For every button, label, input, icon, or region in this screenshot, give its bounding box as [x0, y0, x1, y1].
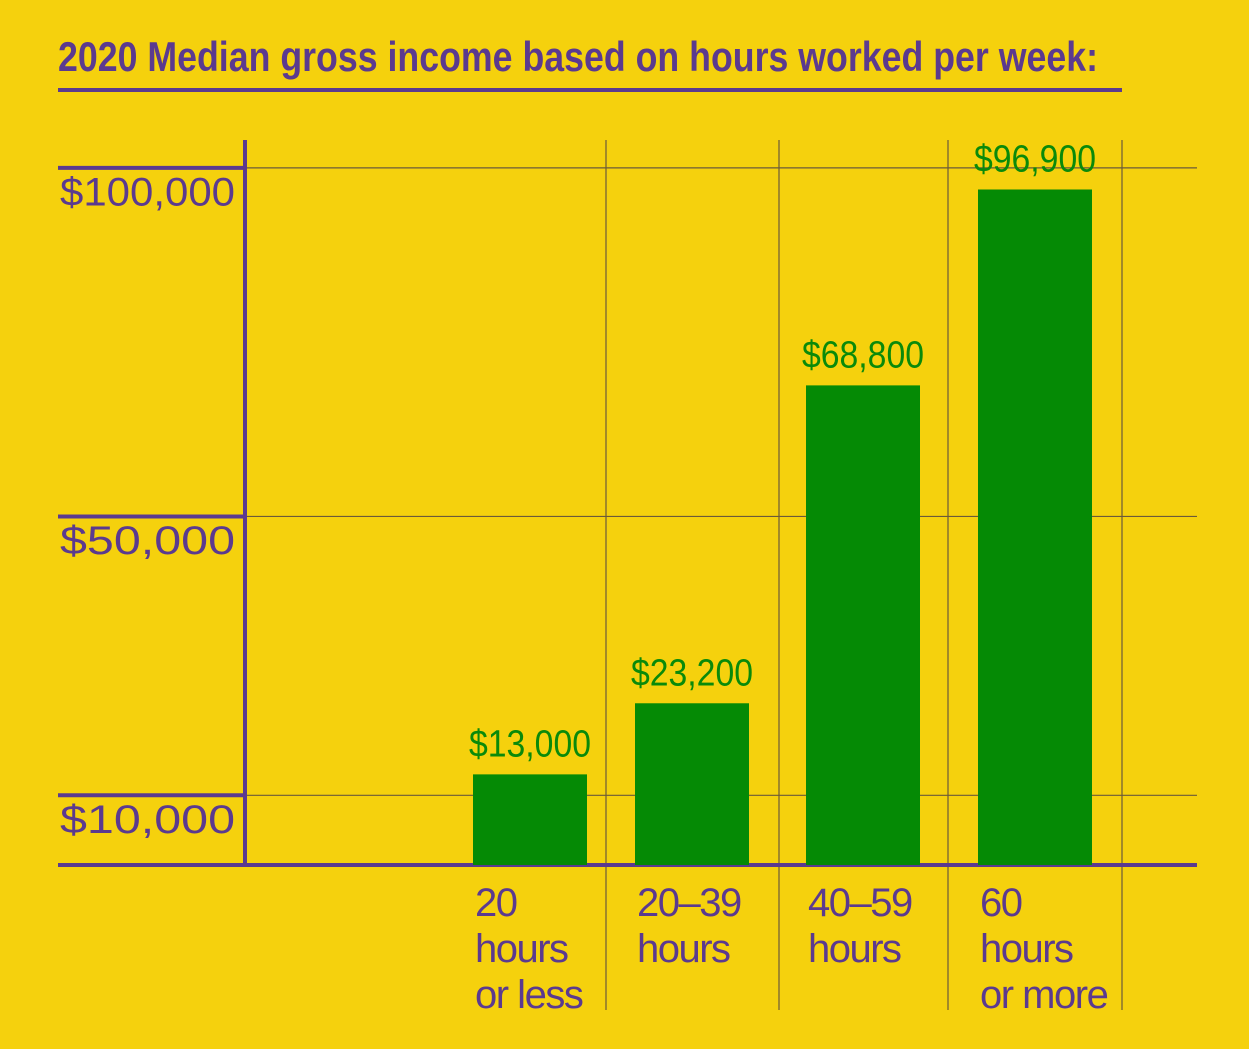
bar	[806, 385, 920, 865]
y-tick-label: $100,000	[60, 170, 235, 214]
bar	[473, 774, 587, 865]
value-label: $68,800	[802, 334, 924, 376]
bar	[978, 189, 1092, 866]
value-label: $23,200	[631, 652, 753, 694]
chart-title: 2020 Median gross income based on hours …	[58, 33, 1098, 80]
y-tick-label: $50,000	[60, 519, 235, 563]
value-label: $13,000	[469, 723, 591, 765]
y-tick-label: $10,000	[60, 798, 235, 842]
x-tick-label: 20 hours or less	[475, 881, 584, 1017]
bar	[635, 703, 749, 865]
x-tick-label: 20–39 hours	[637, 881, 742, 971]
x-tick-label: 60 hours or more	[980, 881, 1109, 1017]
x-tick-label: 40–59 hours	[808, 881, 913, 971]
value-label: $96,900	[974, 139, 1096, 181]
